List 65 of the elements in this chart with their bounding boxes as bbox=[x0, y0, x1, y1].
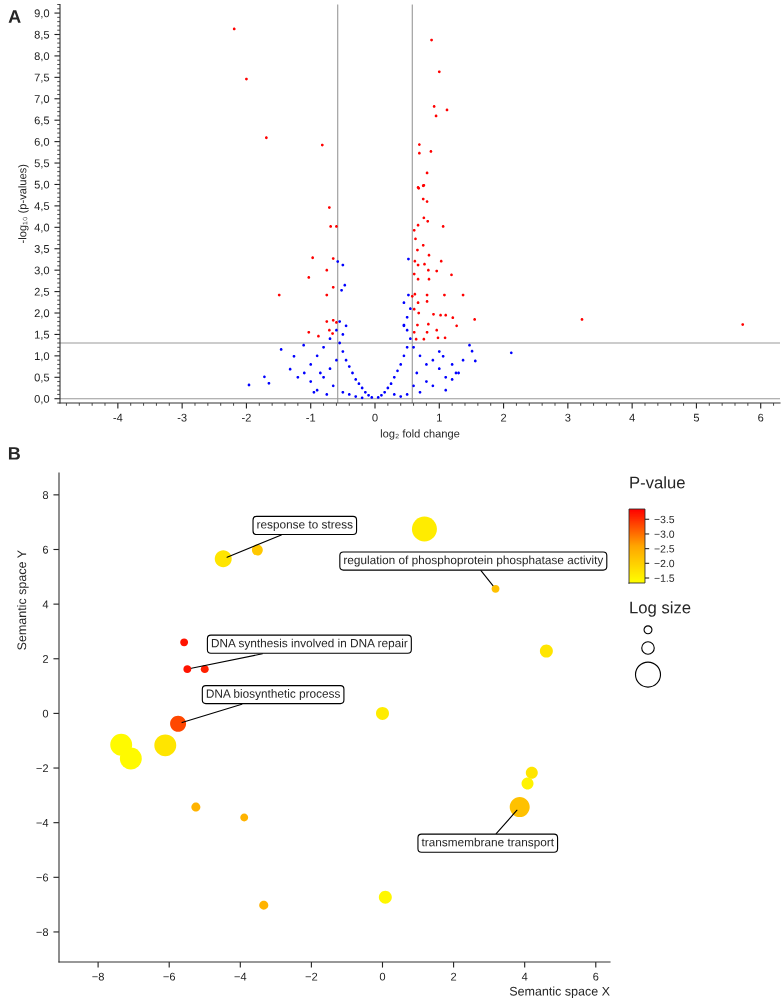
x-axis-title: log₂ fold change bbox=[380, 429, 460, 440]
color-bar-label: −3.5 bbox=[654, 515, 675, 524]
y-tick-label: 4,0 bbox=[34, 223, 50, 233]
x-tick-label: -2 bbox=[241, 413, 251, 422]
y-tick-label: 4 bbox=[42, 600, 49, 609]
y-tick-label: 5,5 bbox=[34, 159, 50, 169]
y-tick-label: 2,0 bbox=[34, 309, 50, 319]
x-tick-label: -3 bbox=[177, 413, 187, 422]
legend-title: Log size bbox=[630, 601, 691, 617]
y-tick-label: 1,0 bbox=[34, 352, 50, 362]
y-tick-label: 6,0 bbox=[34, 137, 50, 148]
color-bar-label: −1.5 bbox=[654, 574, 675, 582]
x-tick-label: -4 bbox=[113, 413, 123, 422]
y-tick-label: 4,5 bbox=[34, 202, 50, 212]
x-tick-label: 0 bbox=[372, 413, 378, 422]
y-tick-label: 0,5 bbox=[34, 373, 50, 383]
y-tick-label: −8 bbox=[36, 928, 49, 937]
x-tick-label: 5 bbox=[693, 413, 700, 422]
x-tick-label: 2 bbox=[501, 413, 507, 422]
y-tick-label: 2,5 bbox=[34, 287, 50, 298]
annotation: DNA biosynthetic process bbox=[206, 689, 340, 701]
y-tick-label: 6 bbox=[42, 545, 49, 554]
annotation: transmembrane transport bbox=[421, 837, 554, 849]
y-tick-label: 3,5 bbox=[34, 245, 50, 255]
x-tick-label: 6 bbox=[758, 413, 764, 422]
color-bar-label: −3.0 bbox=[654, 530, 675, 538]
y-tick-label: 0 bbox=[42, 709, 49, 718]
y-tick-label: 2 bbox=[42, 655, 49, 663]
y-tick-label: 7,0 bbox=[34, 95, 50, 105]
annotation: regulation of phosphoprotein phosphatase activity bbox=[344, 555, 604, 567]
y-tick-label: 6,5 bbox=[34, 116, 50, 126]
y-tick-label: 7,5 bbox=[34, 73, 50, 83]
x-tick-label: −8 bbox=[92, 972, 104, 981]
y-tick-label: 8 bbox=[42, 491, 49, 499]
x-tick-label: −4 bbox=[234, 972, 247, 981]
annotation: response to stress bbox=[257, 520, 353, 531]
x-tick-label: −2 bbox=[305, 972, 318, 981]
x-axis-title: Semantic space X bbox=[509, 986, 610, 999]
y-tick-label: 8,0 bbox=[34, 52, 50, 62]
x-tick-label: -1 bbox=[306, 413, 316, 422]
annotation: DNA synthesis involved in DNA repair bbox=[211, 638, 408, 650]
x-tick-label: 1 bbox=[437, 413, 442, 422]
x-tick-label: −6 bbox=[163, 972, 176, 981]
y-axis-title: Semantic space Y bbox=[17, 550, 29, 650]
x-tick-label: 0 bbox=[379, 972, 386, 981]
y-tick-label: 9,0 bbox=[34, 9, 50, 19]
x-tick-label: 4 bbox=[629, 413, 635, 422]
color-bar-label: −2.5 bbox=[654, 545, 675, 553]
color-bar-title: P-value bbox=[630, 476, 685, 489]
y-tick-label: 1,5 bbox=[34, 330, 50, 340]
y-tick-label: −2 bbox=[36, 764, 49, 773]
y-tick-label: −4 bbox=[36, 819, 49, 827]
y-tick-label: 5,0 bbox=[34, 180, 50, 190]
y-tick-label: 8,5 bbox=[34, 30, 50, 40]
x-tick-label: 3 bbox=[565, 413, 571, 422]
y-axis-title: -log₁₀ (p-values) bbox=[18, 164, 29, 243]
color-bar-label: −2.0 bbox=[654, 559, 675, 568]
x-tick-label: 6 bbox=[593, 972, 599, 981]
x-tick-label: 2 bbox=[451, 972, 457, 981]
x-tick-label: 4 bbox=[521, 972, 528, 981]
y-tick-label: 0,0 bbox=[34, 394, 50, 405]
chart-title: B bbox=[8, 447, 20, 460]
chart-title: A bbox=[8, 10, 21, 23]
y-tick-label: −6 bbox=[36, 873, 49, 882]
y-tick-label: 3,0 bbox=[34, 266, 50, 276]
